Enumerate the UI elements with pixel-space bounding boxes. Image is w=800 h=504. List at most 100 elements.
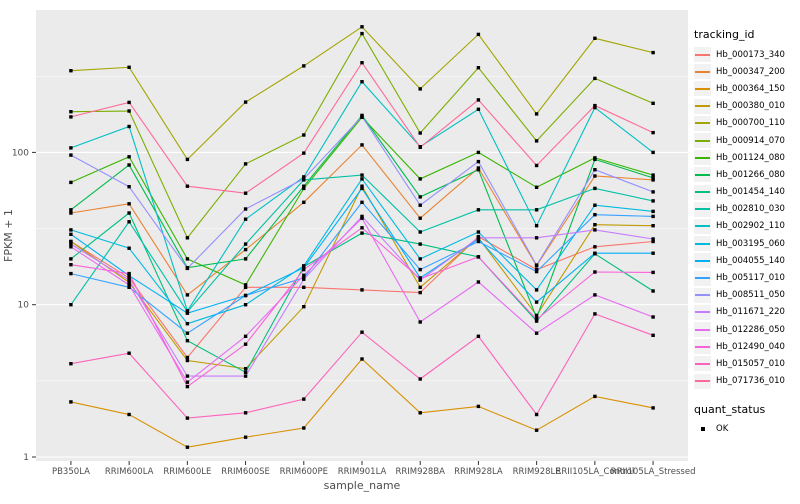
y-axis-title: FPKM + 1 xyxy=(2,209,15,262)
data-point xyxy=(593,245,597,249)
data-point xyxy=(69,228,73,232)
data-point xyxy=(651,214,655,219)
data-point xyxy=(360,330,364,334)
data-point xyxy=(476,107,481,111)
quant-status-item: OK xyxy=(694,421,800,438)
y-tick-label: 1 xyxy=(23,453,29,463)
data-point xyxy=(69,242,73,246)
data-point xyxy=(534,236,539,240)
data-point xyxy=(360,80,364,84)
data-point xyxy=(651,270,655,275)
legend-item-label: Hb_000700_110 xyxy=(716,118,785,129)
legend-key-line-icon xyxy=(694,356,711,372)
data-point xyxy=(127,155,131,159)
data-point xyxy=(593,223,597,227)
legend-color-line xyxy=(695,362,710,365)
x-tick-label: RRIM928LA xyxy=(454,467,503,477)
legend-item-label: Hb_000914_070 xyxy=(716,135,785,146)
legend-item-label: Hb_001266_080 xyxy=(716,169,785,180)
data-point xyxy=(418,377,422,381)
legend-item: Hb_001454_140 xyxy=(694,184,800,201)
legend-key-line-icon xyxy=(694,47,711,63)
x-axis-title: sample_name xyxy=(324,479,401,492)
legend-item-label: Hb_001124_080 xyxy=(716,152,785,163)
quant-status-items: OK xyxy=(694,421,800,438)
legend-item: Hb_001266_080 xyxy=(694,166,800,183)
legend-item: Hb_002902_110 xyxy=(694,218,800,235)
data-point xyxy=(476,168,481,172)
data-point xyxy=(476,32,481,37)
data-point xyxy=(243,191,248,195)
legend-color-line xyxy=(695,311,710,314)
data-point xyxy=(651,199,655,203)
legend-item: Hb_071736_010 xyxy=(694,373,800,390)
x-tick-label: RRII105LA_Stressed xyxy=(611,467,696,477)
legend-color-line xyxy=(695,139,710,142)
data-point xyxy=(302,175,306,179)
data-point xyxy=(651,178,655,182)
data-point xyxy=(476,150,481,155)
data-point xyxy=(302,186,306,191)
x-tick-label: RRIM600PE xyxy=(280,467,328,477)
data-point xyxy=(69,69,73,73)
quant-status-square-icon xyxy=(694,422,711,437)
panel-background xyxy=(36,10,688,461)
data-point xyxy=(593,36,597,40)
legend-key-line-icon xyxy=(694,184,711,200)
data-point xyxy=(127,211,131,215)
data-point xyxy=(418,257,422,261)
legend-key-line-icon xyxy=(694,236,711,252)
data-point xyxy=(243,334,248,338)
data-point xyxy=(418,230,422,234)
legend-color-line xyxy=(695,208,710,211)
data-point xyxy=(69,211,73,215)
data-point xyxy=(185,374,190,378)
data-point xyxy=(69,115,73,119)
black-square-marker xyxy=(700,427,705,432)
data-point xyxy=(418,267,422,272)
data-point xyxy=(69,263,73,267)
legend-item: Hb_000364_150 xyxy=(694,80,800,97)
data-point xyxy=(534,224,539,228)
data-point xyxy=(127,271,131,276)
data-point xyxy=(476,404,481,409)
data-point xyxy=(127,283,131,287)
legend-color-line xyxy=(695,259,710,262)
data-point xyxy=(651,315,655,319)
data-point xyxy=(476,280,481,284)
data-point xyxy=(418,285,422,289)
x-tick-label: RRIM901LA xyxy=(338,467,387,477)
data-point xyxy=(127,351,131,355)
legend-item: Hb_000173_340 xyxy=(694,46,800,63)
data-point xyxy=(243,342,248,346)
data-point xyxy=(185,355,190,360)
legend-key-line-icon xyxy=(694,304,711,320)
data-point xyxy=(360,216,364,220)
legend-item-label: Hb_002810_030 xyxy=(716,204,785,215)
data-point xyxy=(127,185,131,189)
data-point xyxy=(651,406,655,410)
data-point xyxy=(302,266,306,270)
legend-key-line-icon xyxy=(694,339,711,355)
data-point xyxy=(360,177,364,181)
data-point xyxy=(185,331,190,335)
x-tick-label: RRIM600LE xyxy=(163,467,211,477)
data-point xyxy=(243,411,248,415)
data-point xyxy=(651,224,655,228)
legend-item-label: Hb_071736_010 xyxy=(716,376,785,387)
data-point xyxy=(593,228,597,232)
legend-color-line xyxy=(695,242,710,245)
x-tick-label: RRIM600SE xyxy=(221,467,270,477)
x-tick-label: PB350LA xyxy=(52,467,90,477)
data-point xyxy=(243,370,248,374)
data-point xyxy=(418,411,422,415)
data-point xyxy=(127,202,131,206)
x-tick-label: RRIM928LE xyxy=(513,467,561,477)
data-point xyxy=(534,317,539,322)
data-point xyxy=(651,173,655,177)
data-point xyxy=(593,168,597,172)
data-point xyxy=(360,143,364,147)
data-point xyxy=(651,237,655,241)
data-point xyxy=(302,133,306,137)
legend-color-line xyxy=(695,53,710,56)
